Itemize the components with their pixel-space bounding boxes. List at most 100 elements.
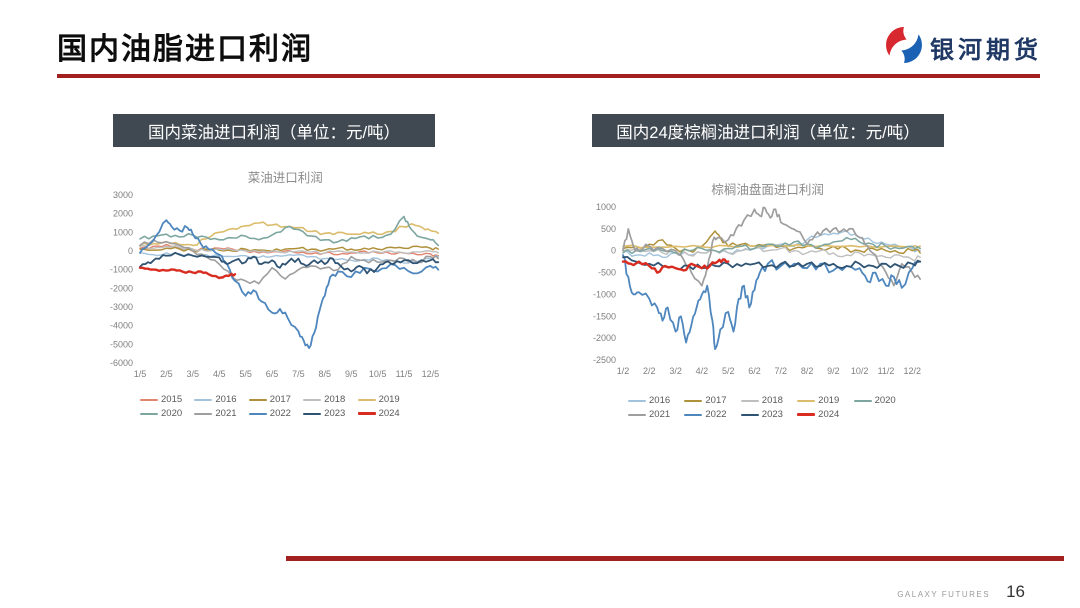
- series-line-2019: [139, 221, 440, 247]
- legend-item-2019: 2019: [357, 394, 412, 405]
- legend-swatch: [140, 412, 158, 415]
- legend-item-2023: 2023: [303, 408, 357, 419]
- x-tick-label: 12/2: [904, 366, 922, 376]
- x-tick-label: 3/5: [187, 369, 200, 379]
- x-tick-label: 3/2: [669, 366, 682, 376]
- series-line-2022: [139, 219, 440, 349]
- legend-label: 2024: [378, 408, 400, 419]
- legend-label: 2016: [649, 395, 671, 406]
- x-tick-label: 11/2: [878, 366, 895, 376]
- series-line-2021: [622, 206, 922, 287]
- legend-label: 2016: [215, 394, 237, 405]
- legend-label: 2023: [761, 409, 783, 420]
- legend-swatch: [194, 412, 213, 415]
- x-tick-label: 7/2: [775, 366, 788, 376]
- x-tick-label: 7/5: [292, 369, 305, 379]
- x-tick-label: 4/2: [696, 366, 709, 376]
- x-tick-label: 12/5: [422, 369, 440, 379]
- x-tick-label: 2/5: [160, 369, 173, 379]
- legend-label: 2015: [161, 394, 183, 405]
- y-tick-label: -1000: [110, 265, 133, 275]
- legend-item-2024: 2024: [797, 409, 853, 420]
- series-line-2022: [622, 254, 922, 350]
- legend-label: 2018: [324, 394, 346, 405]
- galaxy-logo: 银河期货: [885, 26, 1042, 69]
- legend-swatch: [628, 399, 646, 402]
- legend-item-2021: 2021: [194, 408, 248, 419]
- y-tick-label: -5000: [110, 339, 133, 349]
- legend-item-2022: 2022: [684, 409, 740, 420]
- legend-swatch: [684, 399, 703, 402]
- legend-label: 2019: [378, 394, 400, 405]
- legend-label: 2019: [818, 395, 840, 406]
- x-tick-label: 5/5: [239, 369, 252, 379]
- legend-item-2017: 2017: [684, 395, 740, 406]
- y-tick-label: 0: [611, 246, 616, 256]
- legend-label: 2017: [705, 395, 727, 406]
- legend-swatch: [740, 399, 759, 402]
- page-number: 16: [1006, 582, 1025, 601]
- legend-swatch: [194, 398, 213, 401]
- legend-label: 2020: [161, 408, 183, 419]
- legend-item-2024: 2024: [357, 408, 412, 419]
- x-tick-label: 5/2: [722, 366, 735, 376]
- chart-title: 棕榈油盘面进口利润: [711, 182, 824, 197]
- legend-label: 2021: [649, 409, 671, 420]
- x-tick-label: 10/2: [851, 366, 869, 376]
- legend-item-2016: 2016: [628, 395, 684, 406]
- y-tick-label: -500: [598, 268, 616, 278]
- legend-swatch: [684, 413, 703, 416]
- series-line-2024: [621, 258, 730, 274]
- legend-item-2022: 2022: [248, 408, 303, 419]
- chart-title: 菜油进口利润: [248, 171, 323, 185]
- x-tick-label: 10/5: [369, 369, 387, 379]
- x-tick-label: 4/5: [213, 369, 226, 379]
- legend-swatch: [797, 399, 816, 402]
- series-line-2020: [622, 236, 921, 256]
- legend-label: 2020: [874, 395, 896, 406]
- galaxy-logo-text: 银河期货: [930, 37, 1042, 64]
- series-line-2021: [139, 239, 440, 285]
- x-tick-label: 11/5: [396, 369, 413, 379]
- title-underline-rule: [57, 74, 1040, 78]
- palm-oil-import-profit-chart: 棕榈油盘面进口利润 1000 500 0 -500 -1000 -1500 -2000 -250…: [593, 182, 922, 376]
- legend-item-2015: 2015: [140, 394, 194, 405]
- legend-swatch: [797, 413, 816, 416]
- legend-swatch: [248, 398, 267, 401]
- x-tick-label: 1/2: [617, 366, 630, 376]
- x-tick-label: 8/5: [319, 369, 332, 379]
- y-tick-label: 1000: [596, 202, 616, 212]
- legend-label: 2023: [324, 408, 346, 419]
- x-tick-label: 1/5: [134, 369, 147, 379]
- legend-item-2020: 2020: [853, 395, 910, 406]
- legend-item-2016: 2016: [194, 394, 248, 405]
- y-tick-label: -1500: [593, 311, 616, 321]
- footer-rule: [286, 556, 1064, 561]
- rapeseed-oil-import-profit-chart: 菜油进口利润 3000 2000 1000 0 -1000 -2000 -3000 -4000 -…: [110, 171, 440, 379]
- x-tick-label: 6/5: [266, 369, 279, 379]
- legend-item-2018: 2018: [740, 395, 797, 406]
- y-tick-label: 500: [601, 224, 616, 234]
- x-tick-label: 6/2: [748, 366, 761, 376]
- legend-swatch: [303, 398, 322, 401]
- legend-rapeseed-oil: 2015 2016 2017 2018 2019 2020 2021 2022 2023 2024: [140, 394, 412, 419]
- footer: GALAXY FUTURES 16: [897, 582, 1025, 602]
- panel-header-rapeseed-oil: 国内菜油进口利润（单位：元/吨）: [113, 114, 435, 147]
- y-tick-label: -3000: [110, 302, 133, 312]
- legend-label: 2024: [818, 409, 840, 420]
- y-tick-label: 0: [128, 246, 133, 256]
- y-tick-label: -2000: [593, 333, 616, 343]
- legend-swatch: [248, 412, 267, 415]
- legend-item-2020: 2020: [140, 408, 194, 419]
- y-tick-label: -1000: [593, 289, 616, 299]
- legend-label: 2021: [215, 408, 237, 419]
- legend-label: 2017: [269, 394, 291, 405]
- legend-label: 2022: [705, 409, 727, 420]
- footer-brand-text: GALAXY FUTURES: [897, 590, 991, 599]
- legend-item-2021: 2021: [628, 409, 684, 420]
- x-tick-label: 9/2: [827, 366, 840, 376]
- legend-swatch: [740, 413, 759, 416]
- legend-swatch: [628, 413, 646, 416]
- series-line-2024: [138, 266, 237, 280]
